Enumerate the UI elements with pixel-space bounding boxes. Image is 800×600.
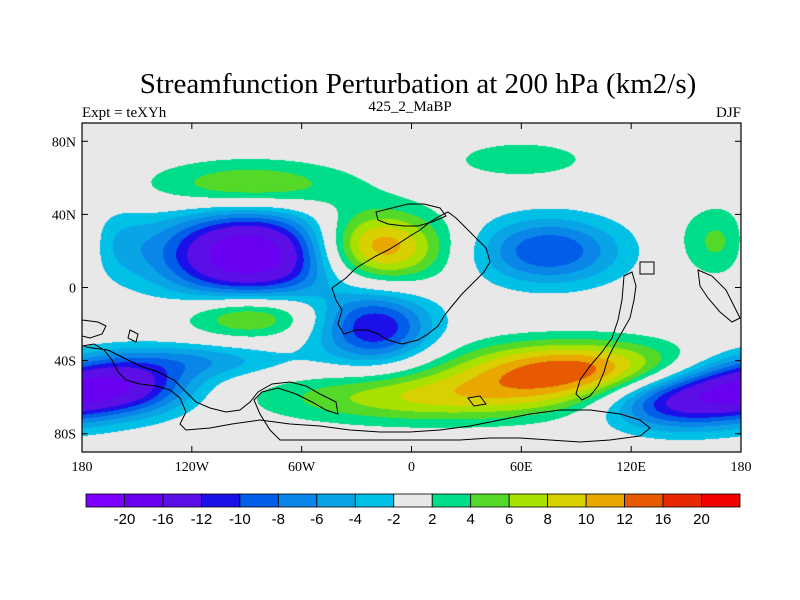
y-tick-label-2: 0: [69, 282, 76, 297]
colorbar-box-1: [124, 493, 164, 508]
map-panel: 180 120W 60W 0 60E 120E 180 80N 40N 0 40S 80S: [52, 122, 752, 475]
colorbar-label-13: 12: [616, 511, 633, 528]
colorbar-box-13: [585, 493, 625, 508]
coastline-6: [81, 343, 651, 443]
x-tick-label-4: 60E: [510, 460, 533, 475]
colorbar-label-2: -12: [191, 511, 213, 528]
colorbar-box-9: [431, 493, 472, 508]
coastline-3: [575, 271, 637, 401]
x-axis: 180 120W 60W 0 60E 120E 180: [72, 123, 752, 475]
left-label: Expt = teXYh: [82, 105, 167, 121]
colorbar-box-10: [470, 493, 510, 508]
colorbar-box-15: [662, 493, 702, 508]
coastline-4: [697, 269, 741, 323]
coastline-2: [639, 261, 655, 275]
colorbar-label-4: -8: [272, 511, 285, 528]
colorbar-box-3: [201, 493, 241, 508]
colorbar-label-3: -10: [229, 511, 251, 528]
colorbar-box-5: [277, 493, 318, 508]
colorbar-box-4: [239, 493, 279, 508]
right-label: DJF: [716, 105, 741, 121]
colorbar-label-7: -2: [387, 511, 400, 528]
y-tick-label-0: 80N: [52, 135, 76, 150]
colorbar-box-14: [624, 493, 664, 508]
y-tick-label-1: 40N: [52, 208, 76, 223]
center-label: 425_2_MaBP: [368, 99, 451, 115]
colorbar-box-11: [508, 493, 549, 508]
y-axis: 80N 40N 0 40S 80S: [52, 135, 741, 443]
colorbar-box-6: [316, 493, 356, 508]
coastline-1: [375, 203, 447, 227]
colorbar-label-10: 6: [505, 511, 513, 528]
streamfunction-field: [82, 123, 741, 452]
coastline-8: [467, 395, 487, 407]
x-tick-label-0: 180: [72, 460, 93, 475]
colorbar-label-0: -20: [114, 511, 136, 528]
chart-title: Streamfunction Perturbation at 200 hPa (…: [140, 68, 697, 100]
colorbar-box-12: [547, 493, 587, 508]
y-tick-label-3: 40S: [54, 355, 76, 370]
colorbar-label-12: 10: [578, 511, 595, 528]
colorbar-box-2: [162, 493, 202, 508]
x-tick-label-5: 120E: [616, 460, 646, 475]
colorbar: -20 -16 -12 -10 -8 -6 -4 -2 2 4 6 8 10 12 16 20: [85, 493, 741, 528]
y-tick-label-4: 80S: [54, 428, 76, 443]
coastline-7: [127, 329, 139, 343]
x-tick-label-2: 60W: [288, 460, 316, 475]
coastlines: [81, 203, 741, 443]
colorbar-label-15: 20: [693, 511, 710, 528]
x-tick-label-1: 120W: [175, 460, 210, 475]
coastline-0: [331, 211, 491, 345]
colorbar-box-7: [354, 493, 395, 508]
colorbar-label-6: -4: [349, 511, 362, 528]
colorbar-label-5: -6: [310, 511, 323, 528]
x-tick-label-3: 0: [408, 460, 415, 475]
colorbar-box-0: [85, 493, 125, 508]
colorbar-label-11: 8: [543, 511, 551, 528]
colorbar-box-8: [393, 493, 433, 508]
x-tick-label-6: 180: [731, 460, 752, 475]
colorbar-label-1: -16: [152, 511, 174, 528]
colorbar-label-9: 4: [467, 511, 475, 528]
colorbar-box-16: [701, 493, 741, 508]
colorbar-label-14: 16: [655, 511, 672, 528]
colorbar-label-8: 2: [428, 511, 436, 528]
